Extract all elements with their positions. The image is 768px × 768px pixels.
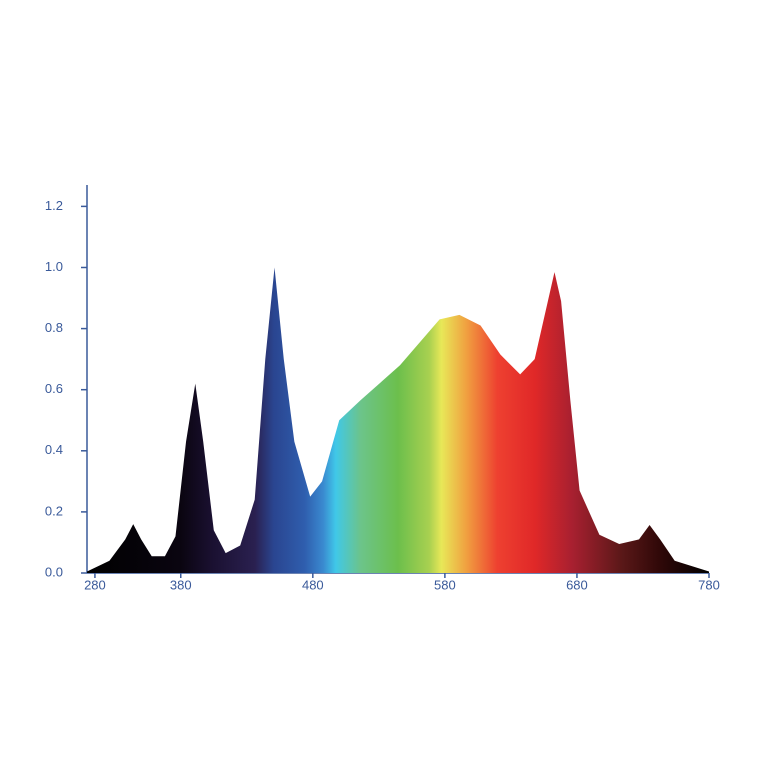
y-tick-label: 0.2 [45,503,63,518]
spectrum-area [87,267,709,573]
y-tick-label: 0.0 [45,564,63,579]
y-tick-label: 0.4 [45,442,63,457]
x-tick-label: 480 [302,577,324,592]
y-tick-label: 0.8 [45,320,63,335]
y-tick-label: 1.0 [45,259,63,274]
x-tick-label: 380 [170,577,192,592]
x-tick-label: 680 [566,577,588,592]
x-tick-label: 580 [434,577,456,592]
x-tick-label: 280 [84,577,106,592]
y-tick-label: 1.2 [45,198,63,213]
x-tick-label: 780 [698,577,720,592]
y-tick-label: 0.6 [45,381,63,396]
